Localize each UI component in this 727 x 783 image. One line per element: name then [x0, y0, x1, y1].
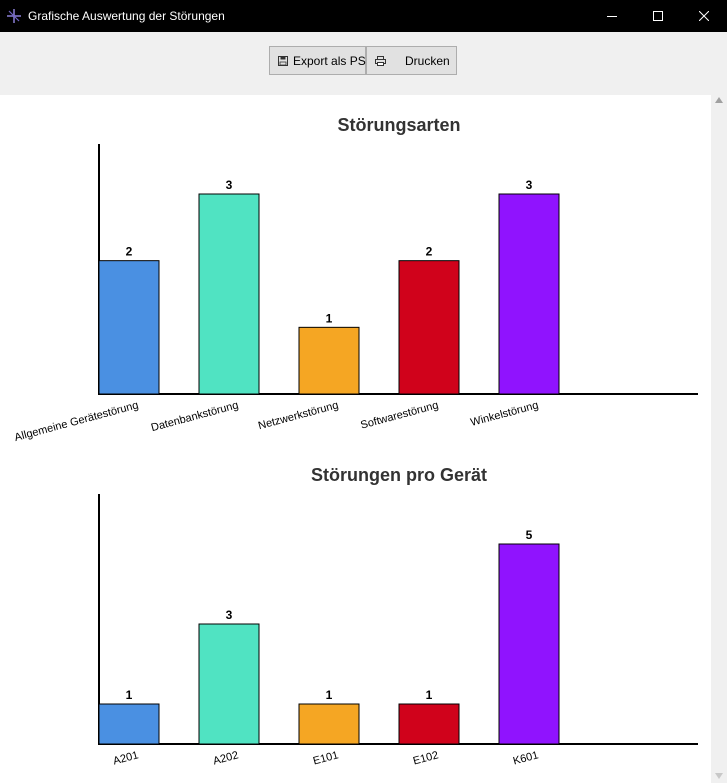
bar-value-label: 3: [226, 178, 233, 192]
bar-3: [298, 326, 360, 395]
bar-value-label: 2: [426, 245, 433, 259]
maximize-icon: [653, 11, 663, 21]
bar-5: [498, 193, 560, 395]
print-label: Drucken: [405, 54, 450, 68]
bar-value-label: 1: [326, 688, 333, 702]
bar-5: [498, 543, 560, 745]
bar-1: [98, 703, 160, 745]
save-icon: [278, 56, 288, 66]
window-title: Grafische Auswertung der Störungen: [28, 9, 225, 23]
x-tick-label: E101: [312, 749, 340, 767]
toolbar: Export als PS Drucken: [0, 32, 727, 95]
bar-value-label: 1: [126, 688, 133, 702]
chart-stoerungsarten-svg: Störungsarten 2 Allgemeine Gerätestörung 3…: [13, 115, 698, 444]
x-tick-label: K601: [512, 749, 540, 767]
bar-2: [198, 193, 260, 395]
bar-value-label: 2: [126, 245, 133, 259]
bar-value-label: 5: [526, 528, 533, 542]
vertical-scrollbar[interactable]: [711, 95, 727, 783]
chart-area: [0, 95, 711, 783]
chart-title: Störungsarten: [337, 115, 460, 135]
scroll-down-icon[interactable]: [715, 773, 723, 779]
minimize-button[interactable]: [589, 0, 635, 32]
bar-value-label: 3: [526, 178, 533, 192]
chart-title: Störungen pro Gerät: [311, 465, 487, 485]
x-tick-label: Datenbankstörung: [150, 399, 240, 434]
x-tick-label: E102: [412, 749, 440, 767]
chart-stoerungen-pro-geraet-svg: Störungen pro Gerät 1 A201 3 A202 1 E101 1 E102…: [98, 465, 698, 768]
bar-3: [298, 703, 360, 745]
x-tick-label: Softwarestörung: [359, 399, 439, 431]
bar-4: [398, 703, 460, 745]
bar-1: [98, 260, 160, 395]
maximize-button[interactable]: [635, 0, 681, 32]
x-tick-label: Netzwerkstörung: [257, 399, 340, 432]
bar-value-label: 1: [426, 688, 433, 702]
x-tick-label: Winkelstörung: [469, 399, 539, 429]
print-button[interactable]: Drucken: [366, 46, 457, 75]
x-tick-label: A201: [112, 749, 140, 767]
minimize-icon: [607, 16, 617, 17]
printer-icon: [375, 56, 386, 66]
chart-stoerungsarten: Störungsarten 2 Allgemeine Gerätestörung 3…: [0, 95, 711, 445]
close-icon: [699, 11, 709, 21]
bar-2: [198, 623, 260, 745]
x-tick-label: A202: [212, 749, 240, 767]
title-bar: Grafische Auswertung der Störungen: [0, 0, 727, 32]
x-tick-label: Allgemeine Gerätestörung: [13, 399, 140, 444]
scroll-up-icon[interactable]: [715, 97, 723, 103]
export-ps-button[interactable]: Export als PS: [269, 46, 366, 75]
bar-4: [398, 260, 460, 395]
close-button[interactable]: [681, 0, 727, 32]
chart-stoerungen-pro-geraet: Störungen pro Gerät 1 A201 3 A202 1 E101 1 E102…: [0, 445, 711, 783]
export-ps-label: Export als PS: [293, 54, 366, 68]
app-icon: [7, 9, 21, 23]
bar-value-label: 3: [226, 608, 233, 622]
bar-value-label: 1: [326, 311, 333, 325]
